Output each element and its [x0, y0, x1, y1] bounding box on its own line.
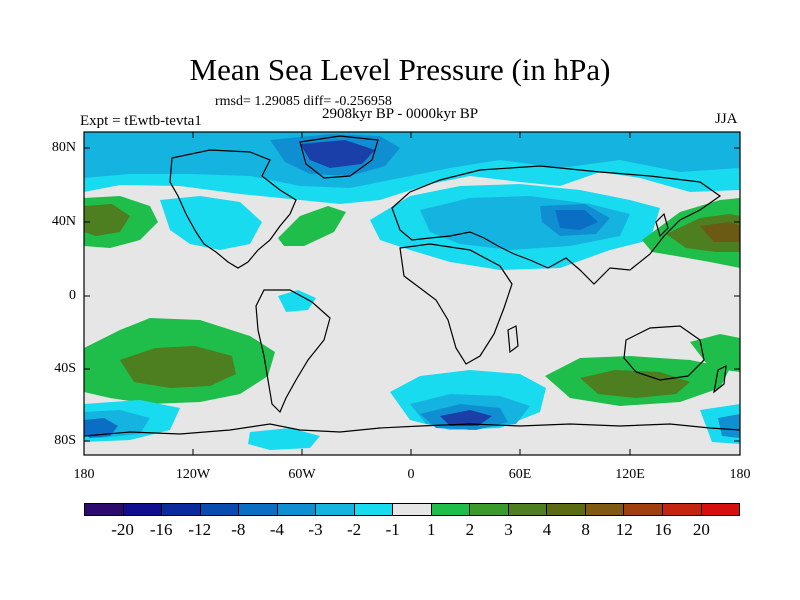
- colorbar-box: [624, 504, 663, 515]
- colorbar-label: 2: [465, 520, 475, 539]
- lon-label: 180: [73, 467, 95, 482]
- map-title: Mean Sea Level Pressure (in hPa): [189, 52, 611, 87]
- lon-label: 60E: [508, 467, 532, 482]
- colorbar-label: -8: [231, 520, 246, 539]
- colorbar-label: 12: [615, 520, 633, 539]
- colorbar-box: [547, 504, 586, 515]
- colorbar-box: [200, 504, 240, 515]
- eurasia-coast: [391, 165, 722, 285]
- west-pacific-pos4-core: [700, 222, 740, 242]
- colorbar-label: 4: [542, 520, 552, 539]
- colorbar-label: 16: [654, 520, 672, 539]
- lat-label: 40S: [54, 361, 76, 376]
- colorbar-box: [662, 504, 702, 515]
- ross-sea-neg1-region: [248, 428, 320, 450]
- colorbar-label: -3: [308, 520, 323, 539]
- season-label: JJA: [715, 111, 738, 127]
- madagascar-coast: [507, 325, 519, 354]
- colorbar-label: -16: [149, 520, 173, 539]
- antarctic-neg8-core: [440, 410, 492, 426]
- colorbar-box: [585, 504, 625, 515]
- antarctica-coast: [83, 423, 741, 437]
- lat-label: 0: [69, 288, 76, 303]
- arctic-neg4-core: [300, 140, 375, 168]
- lon-label: 180: [729, 467, 751, 482]
- indian-ocean-pos3-core: [580, 370, 690, 398]
- colorbar-label: 20: [692, 520, 710, 539]
- north-america-neg1-region: [160, 196, 262, 250]
- colorbar-box: [85, 504, 124, 515]
- lon-label: 120E: [615, 467, 645, 482]
- lat-label: 80S: [54, 433, 76, 448]
- colorbar-box: [393, 504, 432, 515]
- east-antarctic-neg3-core: [718, 414, 740, 438]
- colorbar-box: [239, 504, 278, 515]
- colorbar-label: -20: [111, 520, 134, 539]
- greenland-coast: [299, 135, 379, 179]
- colorbar-box: [162, 504, 201, 515]
- lon-label: 120W: [175, 467, 211, 482]
- south-america-coast: [255, 289, 331, 414]
- colorbar-box: [123, 504, 163, 515]
- colorbar-label: 3: [504, 520, 513, 539]
- south-pacific-pos3-core: [120, 346, 236, 388]
- colorbar-label: -12: [188, 520, 212, 539]
- north-america-coast: [169, 149, 297, 269]
- lat-label: 80N: [51, 140, 76, 155]
- arctic-neg2-band: [84, 132, 740, 188]
- north-atlantic-pos-high: [278, 206, 346, 246]
- lat-label: 40N: [51, 214, 76, 229]
- coastlines: [83, 135, 741, 437]
- axis-ticks: [84, 132, 740, 455]
- colorbar-box: [701, 504, 740, 515]
- colorbar-box: [316, 504, 355, 515]
- map-frame: [83, 131, 741, 456]
- japan-coast: [655, 212, 669, 238]
- colorbar-label: -1: [385, 520, 400, 539]
- colorbar-box: [508, 504, 548, 515]
- colorbar-box: [431, 504, 471, 515]
- period-text: 2908kyr BP - 0000kyr BP: [322, 106, 479, 122]
- tibet-neg4-core: [555, 210, 598, 230]
- colorbar-box: [470, 504, 509, 515]
- lon-label: 60W: [288, 467, 316, 482]
- lon-label: 0: [407, 467, 415, 482]
- colorbar-label: 1: [427, 520, 436, 539]
- australia-pos-high: [690, 334, 740, 372]
- colorbar-label: -4: [269, 520, 285, 539]
- colorbar-label: 8: [581, 520, 590, 539]
- pressure-field: [84, 132, 740, 455]
- south-pacific-neg4-core: [84, 418, 118, 438]
- colorbar-label: -2: [347, 520, 362, 539]
- colorbar-box: [277, 504, 317, 515]
- north-pacific-pos3-core: [84, 204, 130, 236]
- africa-coast: [399, 243, 513, 365]
- australia-coast: [623, 325, 705, 381]
- experiment-label: Expt = tEwtb-tevta1: [80, 113, 202, 129]
- new-zealand-coast: [713, 364, 727, 394]
- tropical-atlantic-neg1-spot: [278, 290, 316, 312]
- stats-text: rmsd= 1.29085 diff= -0.256958: [215, 94, 392, 109]
- colorbar: [84, 503, 740, 516]
- colorbar-box: [354, 504, 394, 515]
